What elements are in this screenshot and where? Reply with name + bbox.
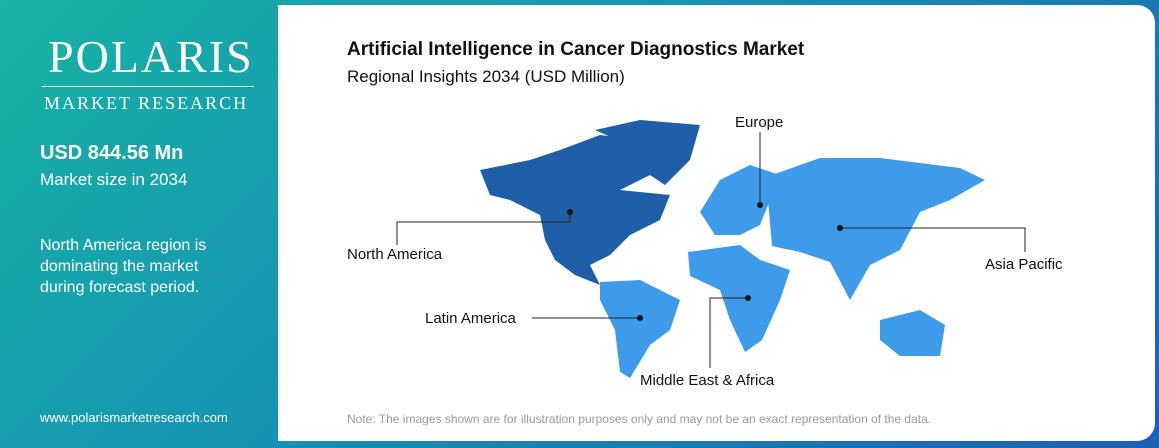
region-label: North America (347, 246, 443, 263)
market-size: USD 844.56 Mn (40, 142, 184, 164)
brand-tagline: MARKET RESEARCH (44, 93, 249, 113)
dot (567, 209, 573, 215)
region-dots (567, 202, 843, 321)
greenland-shape (595, 120, 700, 185)
divider (42, 86, 254, 87)
website: www.polarismarketresearch.com (40, 410, 228, 425)
dot (745, 295, 751, 301)
asia-shape (768, 158, 985, 300)
region-label: Asia Pacific (985, 256, 1063, 273)
leader-line (709, 297, 748, 368)
brand-name: POLARIS (48, 31, 254, 82)
australia-shape (880, 310, 945, 356)
leader-line (396, 212, 571, 245)
region-label: Middle East & Africa (640, 372, 775, 389)
market-size-caption: Market size in 2034 (40, 170, 188, 189)
dot (757, 202, 763, 208)
world-map (480, 120, 985, 378)
insight: North America region is dominating the m… (40, 237, 207, 296)
leader-line (840, 227, 1026, 252)
region-label: Europe (735, 114, 783, 131)
title: Artificial Intelligence in Cancer Diagno… (347, 39, 805, 60)
subtitle: Regional Insights 2034 (USD Million) (347, 67, 625, 86)
region-label: Latin America (425, 310, 517, 327)
north-america-shape (480, 135, 670, 285)
note: Note: The images shown are for illustrat… (347, 412, 931, 426)
latin-america-shape (600, 280, 680, 378)
leader-lines (396, 132, 1026, 368)
dot (837, 225, 843, 231)
dot (637, 315, 643, 321)
